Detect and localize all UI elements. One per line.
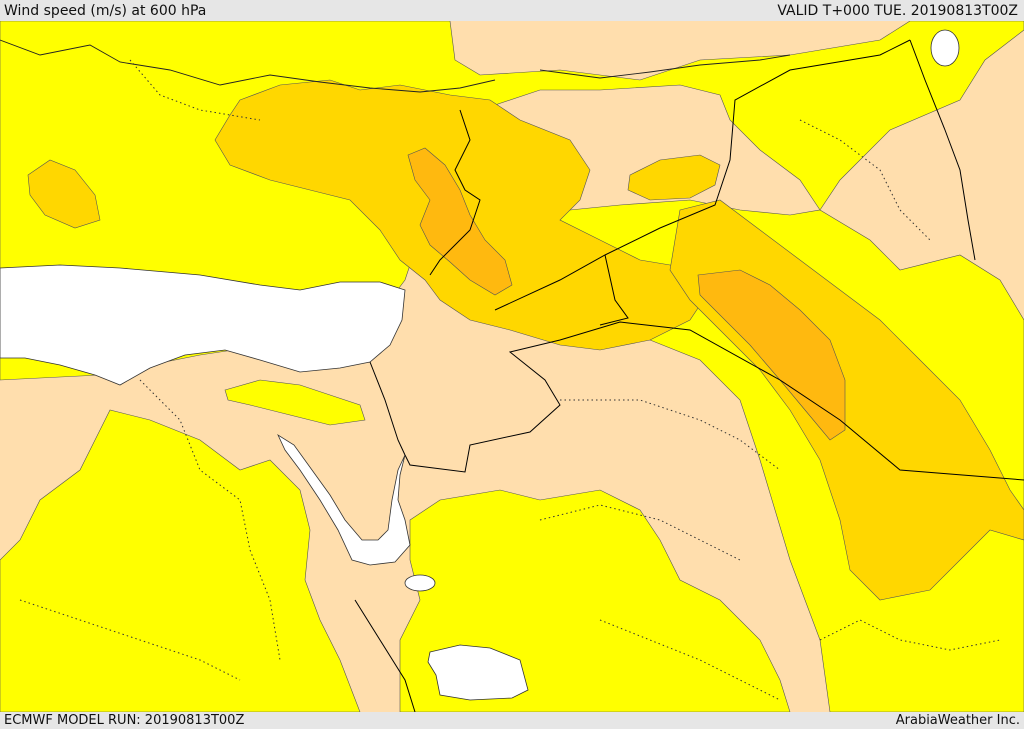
footer-bar: ECMWF MODEL RUN: 20190813T00Z ArabiaWeat…	[0, 712, 1024, 729]
wind-speed-map	[0, 21, 1024, 712]
wind-band-yellow-delta	[224, 379, 366, 426]
header-bar: Wind speed (m/s) at 600 hPa VALID T+000 …	[0, 0, 1024, 21]
coastline-black-sea	[539, 54, 791, 79]
wind-band-gold-syria	[627, 154, 721, 201]
lake-patch-2	[930, 29, 960, 67]
coastline-turkey	[0, 39, 496, 93]
red-sea-south	[427, 644, 529, 701]
border-line-3	[494, 39, 911, 311]
mediterranean-sea	[0, 264, 406, 386]
map-canvas	[0, 21, 1024, 712]
valid-time-label: VALID T+000 TUE. 20190813T00Z	[777, 3, 1018, 19]
model-run-label: ECMWF MODEL RUN: 20190813T00Z	[4, 713, 245, 728]
wind-band-yellow-south-west	[0, 409, 361, 712]
border-line-1	[369, 361, 406, 456]
border-line-7	[909, 39, 976, 261]
red-sea	[277, 433, 411, 566]
border-line-5	[429, 109, 481, 276]
lake-patch-1	[404, 574, 436, 592]
credit-label: ArabiaWeather Inc.	[895, 713, 1020, 728]
border-line-6	[354, 599, 416, 712]
border-line-2	[404, 321, 1024, 481]
wind-band-orange-iraq	[697, 269, 846, 441]
wind-band-gold-west	[27, 159, 101, 229]
map-title: Wind speed (m/s) at 600 hPa	[4, 3, 207, 19]
border-line-4	[599, 254, 629, 326]
admin-boundaries	[19, 59, 1001, 701]
wind-band-orange-levant	[407, 147, 513, 296]
